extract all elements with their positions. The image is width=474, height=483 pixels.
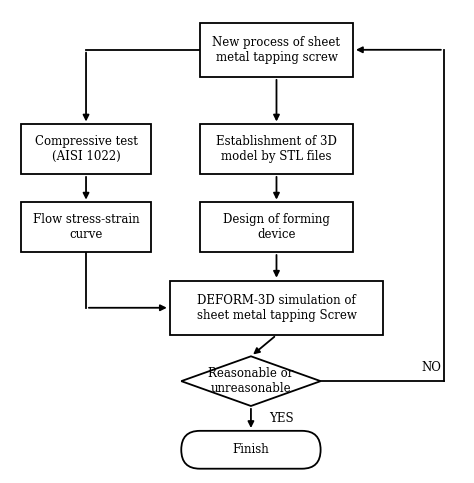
- FancyBboxPatch shape: [200, 23, 353, 77]
- FancyBboxPatch shape: [170, 281, 383, 335]
- Text: Reasonable or
unreasonable: Reasonable or unreasonable: [208, 367, 293, 395]
- Text: NO: NO: [421, 361, 441, 374]
- Text: Design of forming
device: Design of forming device: [223, 213, 330, 242]
- FancyBboxPatch shape: [21, 202, 151, 252]
- Text: DEFORM-3D simulation of
sheet metal tapping Screw: DEFORM-3D simulation of sheet metal tapp…: [197, 294, 356, 322]
- Text: Finish: Finish: [233, 443, 269, 456]
- Text: New process of sheet
metal tapping screw: New process of sheet metal tapping screw: [212, 36, 340, 64]
- Text: Establishment of 3D
model by STL files: Establishment of 3D model by STL files: [216, 135, 337, 163]
- Text: Compressive test
(AISI 1022): Compressive test (AISI 1022): [35, 135, 137, 163]
- Text: Flow stress-strain
curve: Flow stress-strain curve: [33, 213, 139, 242]
- FancyBboxPatch shape: [21, 124, 151, 174]
- FancyBboxPatch shape: [181, 431, 320, 469]
- FancyBboxPatch shape: [200, 124, 353, 174]
- Text: YES: YES: [270, 412, 294, 425]
- Polygon shape: [181, 356, 320, 406]
- FancyBboxPatch shape: [200, 202, 353, 252]
